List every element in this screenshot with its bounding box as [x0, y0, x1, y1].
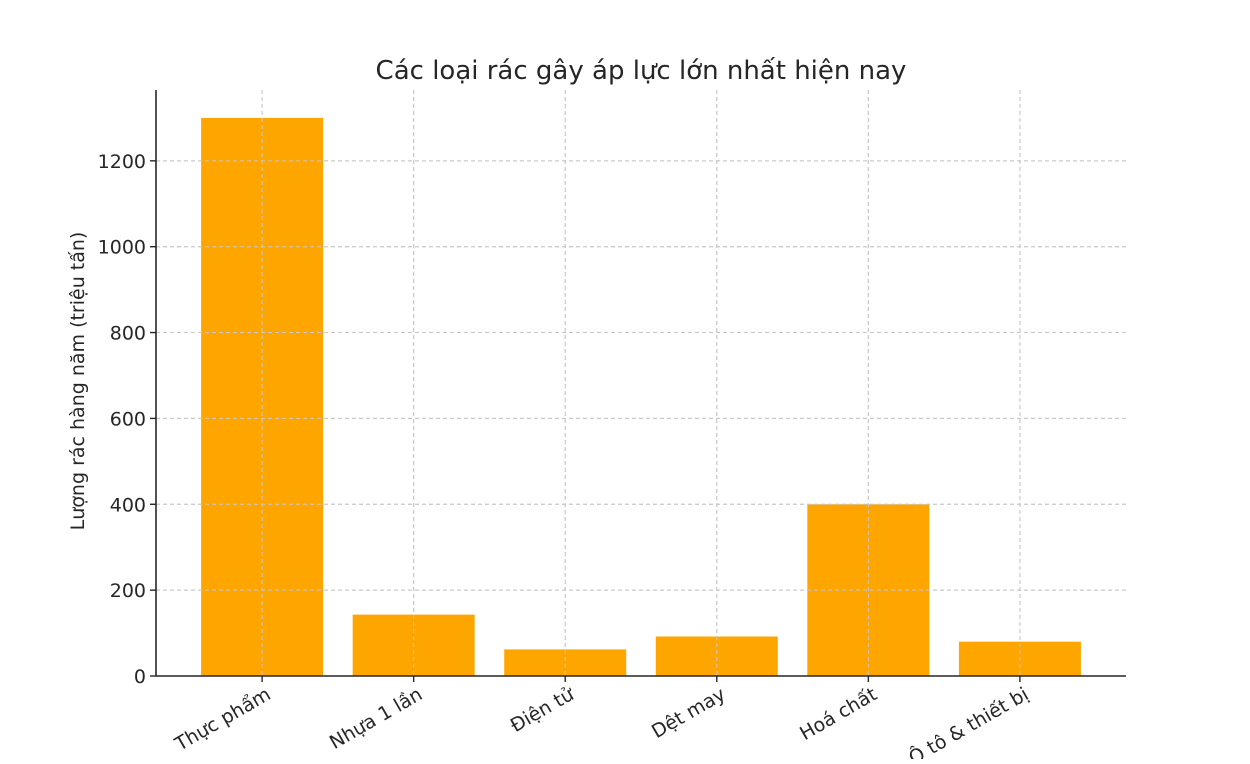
- x-tick-label: Hoá chất: [796, 683, 881, 745]
- bar: [201, 117, 324, 676]
- x-tick-label: Nhựa 1 lần: [326, 683, 426, 754]
- x-tick-label: Điện tử: [507, 683, 579, 737]
- axes: [155, 90, 1126, 677]
- y-tick-label: 0: [134, 666, 146, 688]
- bars: [156, 90, 1126, 677]
- y-tick-label: 600: [110, 408, 146, 430]
- bar: [655, 636, 778, 676]
- y-tick-label: 400: [110, 494, 146, 516]
- y-tick-label: 1000: [98, 237, 146, 259]
- y-tick-label: 200: [110, 580, 146, 602]
- x-tick-label: Thực phẩm: [171, 683, 275, 756]
- y-axis-label: Lượng rác hàng năm (triệu tấn): [67, 232, 89, 531]
- y-tick-label: 1200: [98, 151, 146, 173]
- x-tick-label: Ô tô & thiết bị: [904, 682, 1032, 759]
- y-tick-label: 800: [110, 323, 146, 345]
- y-ticks: 0 200 400 600 800 1000 1200: [98, 151, 156, 688]
- chart-title: Các loại rác gây áp lực lớn nhất hiện na…: [376, 56, 907, 86]
- x-ticks: Thực phẩm Nhựa 1 lần Điện tử Dệt may Hoá chấ…: [171, 676, 1032, 764]
- x-tick-label: Dệt may: [648, 683, 729, 743]
